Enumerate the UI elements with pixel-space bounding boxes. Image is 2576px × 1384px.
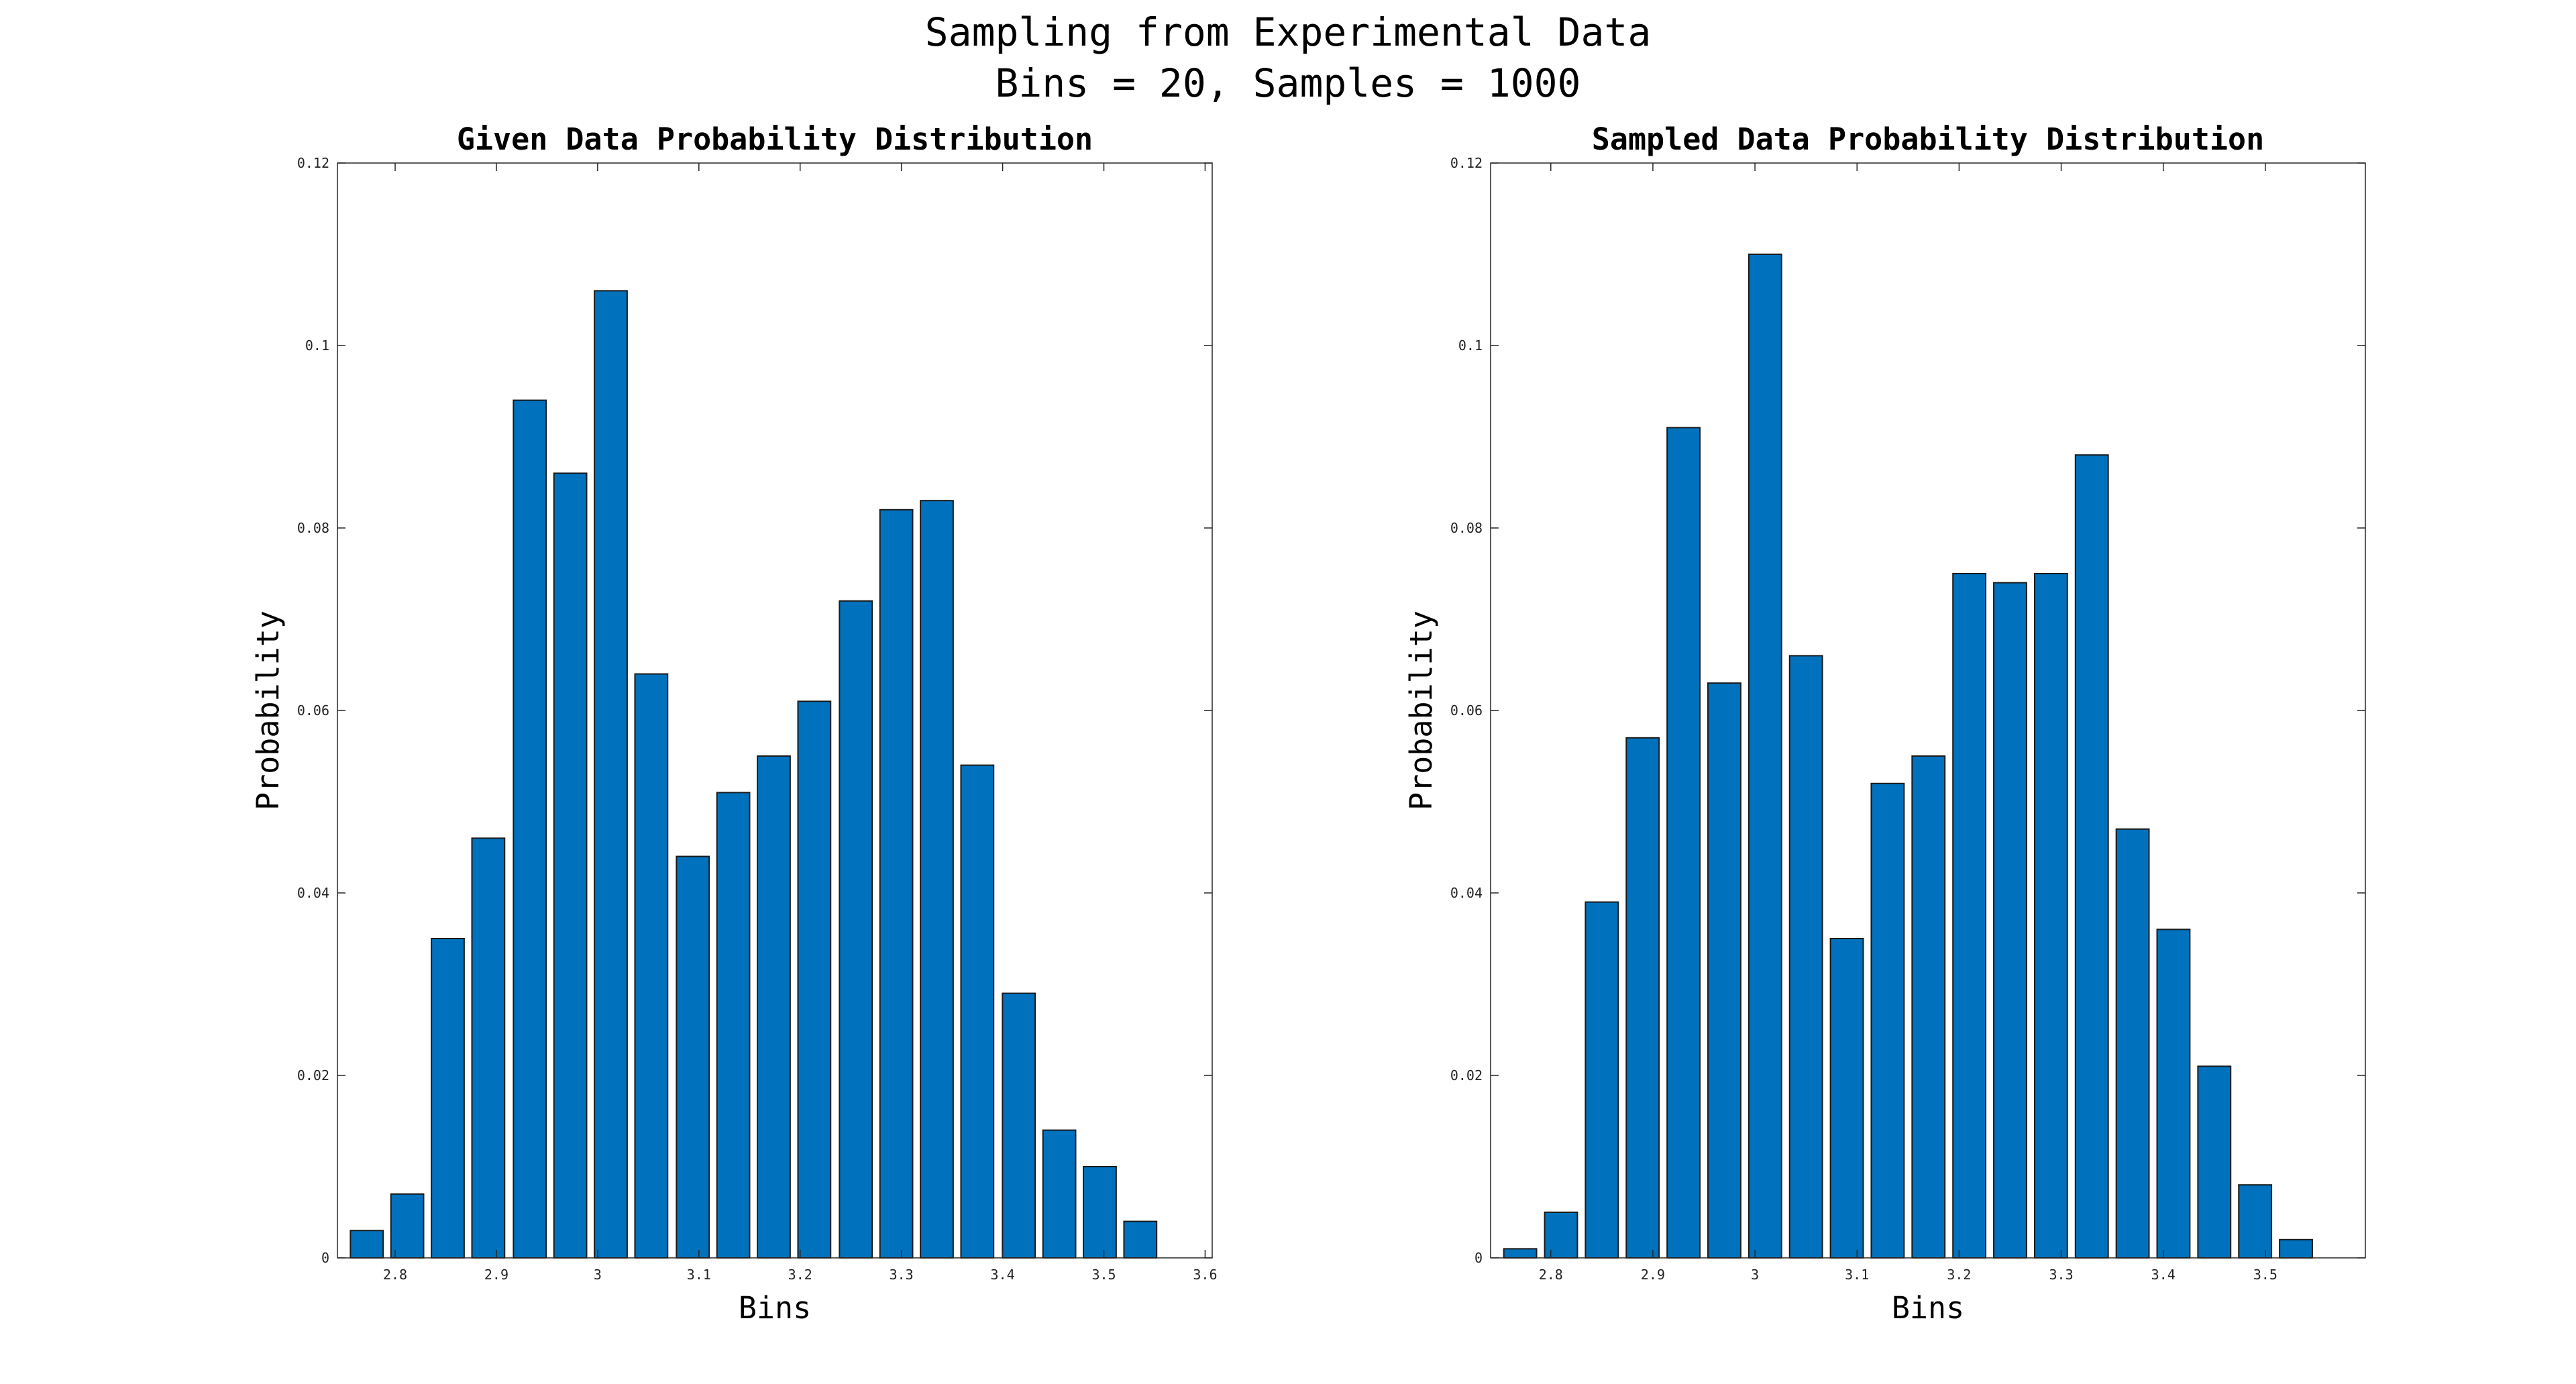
x-tick-label: 3.5 — [1091, 1267, 1116, 1283]
y-tick-label: 0.08 — [297, 520, 329, 536]
bar — [2156, 928, 2191, 1259]
y-tick-label: 0.12 — [1450, 155, 1483, 171]
bar — [390, 1193, 425, 1259]
x-tick-label: 2.8 — [383, 1267, 407, 1283]
figure-title-line-2: Bins = 20, Samples = 1000 — [996, 60, 1581, 106]
bar — [1952, 573, 1987, 1259]
y-tick-label: 0.06 — [1450, 702, 1483, 718]
y-tick-label: 0.06 — [297, 702, 329, 718]
x-tick-label: 3.3 — [2049, 1267, 2074, 1283]
x-tick-label: 3 — [1751, 1267, 1759, 1283]
x-axis-label: Bins — [1892, 1290, 1964, 1326]
bar — [1993, 582, 2027, 1259]
y-axis-label: Probability — [1403, 610, 1439, 810]
ticks: 2.8 2.9 3 3.1 3.2 3.3 3.4 3.5 3.6 0 0.02 0.04 0.06 0.… — [297, 155, 1218, 1283]
figure-title-line-1: Sampling from Experimental Data — [925, 9, 1652, 55]
bar — [1083, 1166, 1117, 1259]
bar — [1503, 1248, 1538, 1259]
bar — [1707, 682, 1741, 1259]
bar — [1748, 254, 1782, 1259]
bar — [1042, 1129, 1077, 1259]
bar — [2197, 1065, 2232, 1259]
bar — [716, 792, 751, 1259]
bar — [553, 472, 588, 1259]
y-axis-label: Probability — [250, 610, 286, 810]
bar — [839, 600, 873, 1259]
chart-title: Sampled Data Probability Distribution — [1592, 121, 2264, 157]
bar — [960, 764, 995, 1259]
y-tick-label: 0.1 — [1458, 337, 1483, 354]
x-tick-label: 3.2 — [788, 1267, 812, 1283]
bar — [797, 700, 832, 1259]
bar — [1123, 1220, 1158, 1259]
y-tick-label: 0.12 — [297, 155, 329, 171]
x-tick-label: 3.1 — [1845, 1267, 1869, 1283]
bar — [2074, 454, 2109, 1259]
bar — [2033, 573, 2068, 1259]
bars — [1503, 254, 2313, 1259]
bar — [920, 500, 954, 1259]
y-tick-label: 0.08 — [1450, 520, 1483, 536]
x-tick-label: 2.9 — [1641, 1267, 1665, 1283]
x-axis-label: Bins — [739, 1290, 811, 1326]
x-tick-label: 3.3 — [890, 1267, 914, 1283]
x-tick-label: 3.1 — [687, 1267, 711, 1283]
y-tick-label: 0.04 — [1450, 885, 1483, 901]
bar — [634, 673, 669, 1259]
sampled-distribution-chart: Sampled Data Probability Distribution Bi… — [1403, 121, 2366, 1326]
y-tick-label: 0 — [1474, 1250, 1483, 1266]
given-distribution-chart: Given Data Probability Distribution Bins… — [250, 121, 1217, 1326]
x-tick-label: 3.2 — [1947, 1267, 1971, 1283]
bar — [1544, 1212, 1578, 1259]
bar — [1870, 782, 1905, 1259]
bar — [879, 509, 914, 1259]
ticks: 2.8 2.9 3 3.1 3.2 3.3 3.4 3.5 0 0.02 0.04 0.06 0.08 0… — [1450, 155, 2365, 1283]
bar — [1002, 992, 1036, 1259]
x-tick-label: 2.9 — [484, 1267, 508, 1283]
x-tick-label: 2.8 — [1539, 1267, 1563, 1283]
plot-frame — [337, 162, 1213, 1259]
x-tick-label: 3.4 — [991, 1267, 1015, 1283]
bar — [676, 855, 710, 1259]
x-tick-label: 3.6 — [1193, 1267, 1217, 1283]
bar — [350, 1230, 384, 1259]
bar — [471, 837, 506, 1259]
x-tick-label: 3.5 — [2253, 1267, 2277, 1283]
bar — [513, 399, 547, 1259]
x-tick-label: 3.4 — [2151, 1267, 2176, 1283]
bar — [1666, 427, 1701, 1259]
bar — [1585, 901, 1619, 1259]
bar — [431, 938, 465, 1259]
y-tick-label: 0.02 — [297, 1067, 329, 1083]
bar — [1788, 655, 1823, 1259]
bar — [757, 755, 791, 1259]
x-tick-label: 3 — [594, 1267, 602, 1283]
chart-title: Given Data Probability Distribution — [457, 121, 1093, 157]
bar — [1625, 737, 1660, 1259]
bar — [2279, 1238, 2313, 1259]
bars — [350, 290, 1158, 1259]
y-tick-label: 0.04 — [297, 885, 329, 901]
y-tick-label: 0 — [321, 1250, 329, 1266]
plot-frame — [1490, 162, 2366, 1259]
bar — [2238, 1184, 2273, 1259]
bar — [594, 290, 628, 1259]
y-tick-label: 0.1 — [305, 337, 329, 354]
bar — [2115, 828, 2150, 1259]
bar — [1911, 755, 1946, 1259]
y-tick-label: 0.02 — [1450, 1067, 1483, 1083]
bar — [1829, 938, 1864, 1259]
